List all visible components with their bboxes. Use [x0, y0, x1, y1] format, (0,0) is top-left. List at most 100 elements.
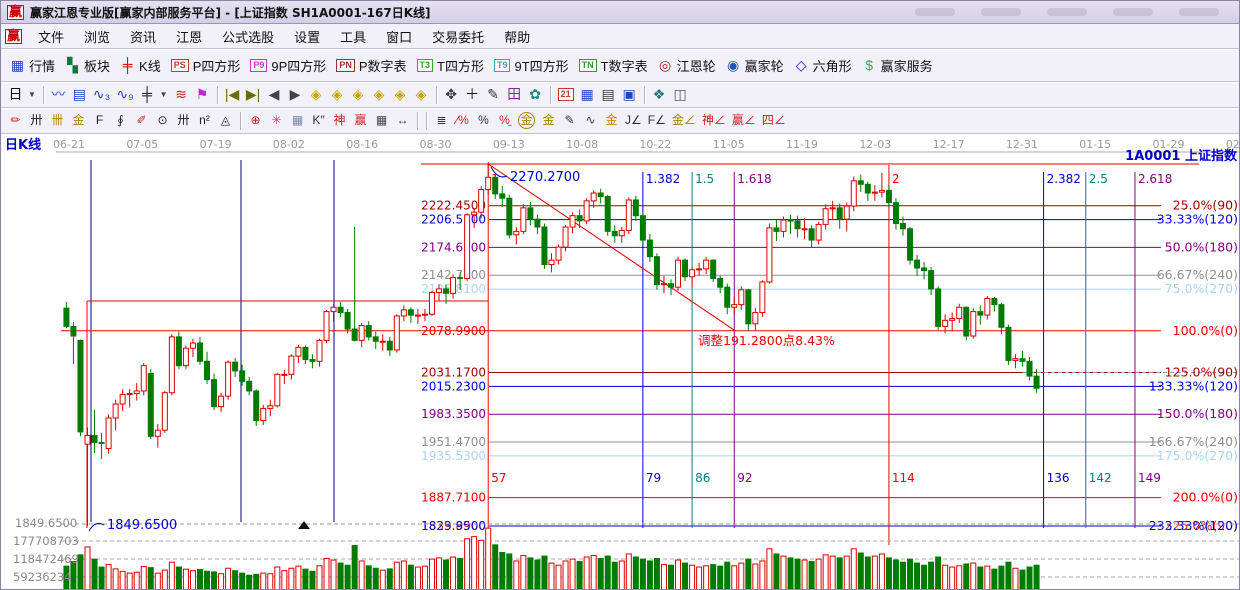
trend-lines-button[interactable]: 〰 — [48, 86, 69, 103]
t-number-table-button[interactable]: TN T数字表 — [574, 54, 653, 77]
candlestick[interactable] — [211, 379, 218, 408]
quotes-button[interactable]: ▦ 行情 — [5, 54, 60, 77]
menu-item-2[interactable]: 资讯 — [130, 30, 157, 46]
candlestick[interactable] — [140, 365, 147, 392]
candlestick[interactable] — [921, 267, 928, 272]
volume-bar[interactable] — [189, 570, 196, 590]
brush-tool-button[interactable]: ✏ — [5, 112, 26, 129]
candlestick[interactable] — [801, 228, 808, 231]
candlestick[interactable] — [358, 325, 365, 341]
target-crosshair-button[interactable]: ⊕ — [245, 112, 266, 129]
candlestick[interactable] — [738, 289, 745, 306]
volume-bar[interactable] — [787, 557, 794, 590]
volume-bar[interactable] — [147, 567, 154, 590]
volume-bar[interactable] — [1012, 567, 1019, 590]
volume-bar[interactable] — [323, 558, 330, 590]
candlestick[interactable] — [703, 259, 710, 270]
volume-bar[interactable] — [288, 567, 295, 590]
volume-bar[interactable] — [211, 571, 218, 590]
skip-last-button[interactable]: ▶| — [243, 86, 264, 103]
candlestick[interactable] — [168, 336, 175, 394]
candlestick[interactable] — [246, 380, 253, 392]
volume-bar[interactable] — [639, 558, 646, 590]
candlestick[interactable] — [1033, 375, 1040, 389]
volume-bar[interactable] — [991, 568, 998, 590]
k-wave-button[interactable]: K″ — [308, 112, 329, 129]
next-bar-button[interactable]: ▶ — [285, 86, 306, 103]
volume-bar[interactable] — [1019, 569, 1026, 590]
volume-bar[interactable] — [330, 559, 337, 590]
winner-wheel-button[interactable]: ◉ 赢家轮 — [721, 54, 789, 77]
volume-bar[interactable] — [421, 565, 428, 590]
width-arrows-button[interactable]: ↔ — [392, 112, 413, 129]
candlestick[interactable] — [379, 340, 386, 343]
gann-diamond-vertical-button[interactable]: ◈ — [369, 86, 390, 103]
volume-bar[interactable] — [928, 561, 935, 590]
candlestick[interactable] — [991, 298, 998, 306]
ladder-2-button[interactable]: 卅 — [173, 112, 194, 129]
volume-bar[interactable] — [583, 556, 590, 590]
calculator-button[interactable]: ▦ — [577, 86, 598, 103]
candlestick[interactable] — [689, 269, 696, 278]
candlestick[interactable] — [337, 306, 344, 313]
volume-bar[interactable] — [822, 554, 829, 590]
time-clock-button[interactable]: ⊙ — [152, 112, 173, 129]
chart-canvas[interactable]: 06-21 07-05 07-19 08-02 08-16 08-30 09-13 10-08… — [1, 134, 1240, 590]
candlestick[interactable] — [365, 325, 372, 338]
candlestick[interactable] — [878, 189, 885, 193]
volume-bar[interactable] — [428, 558, 435, 590]
gann-diamond-left-button[interactable]: ◈ — [306, 86, 327, 103]
candlestick[interactable] — [836, 207, 843, 220]
volume-bar[interactable] — [597, 558, 604, 590]
remote-service-button[interactable]: ❖ — [649, 86, 670, 103]
candlestick[interactable] — [625, 199, 632, 232]
menu-item-5[interactable]: 设置 — [294, 30, 321, 46]
candlestick[interactable] — [84, 434, 91, 445]
draw-line-tool-button[interactable]: ✎ — [483, 86, 504, 103]
volume-bar[interactable] — [829, 555, 836, 590]
candlestick[interactable] — [421, 313, 428, 316]
candlestick[interactable] — [899, 223, 906, 230]
candlestick[interactable] — [457, 277, 464, 280]
pattern-red-button[interactable]: ≋ — [171, 86, 192, 103]
volume-bar[interactable] — [91, 558, 98, 590]
volume-bar[interactable] — [77, 554, 84, 590]
gold-ladder-2-button[interactable]: 金 — [68, 112, 89, 129]
volume-bar[interactable] — [492, 544, 499, 590]
square-web-button[interactable]: ▦ — [287, 112, 308, 129]
volume-bar[interactable] — [175, 566, 182, 590]
volume-bar[interactable] — [548, 562, 555, 590]
volume-bar[interactable] — [857, 552, 864, 590]
candlestick[interactable] — [492, 176, 499, 195]
info-document-button[interactable]: ▤ — [69, 86, 90, 103]
j-angle-line-button[interactable]: J∠ — [622, 112, 645, 129]
candlestick[interactable] — [646, 239, 653, 258]
numbered-grid-button[interactable]: ▦ — [371, 112, 392, 129]
volume-bar[interactable] — [140, 565, 147, 590]
candlestick[interactable] — [436, 288, 442, 293]
pen-angle-button[interactable]: ✎ — [559, 112, 580, 129]
candlestick[interactable] — [506, 197, 513, 236]
volume-bar[interactable] — [801, 559, 808, 590]
candlestick[interactable] — [822, 208, 829, 225]
candle-style-button[interactable]: ╪ ▼ — [137, 86, 171, 103]
candlestick[interactable] — [569, 215, 576, 228]
volume-bar[interactable] — [815, 558, 822, 590]
f-ladder-button[interactable]: F — [89, 112, 110, 129]
candlestick[interactable] — [639, 215, 646, 241]
volume-bar[interactable] — [646, 560, 653, 590]
candlestick[interactable] — [555, 246, 562, 261]
volume-bar[interactable] — [963, 563, 970, 590]
volume-bar[interactable] — [632, 556, 639, 590]
volume-bar[interactable] — [977, 566, 984, 590]
n-square-button[interactable]: n² — [194, 112, 215, 129]
volume-bar[interactable] — [949, 566, 956, 590]
volume-bar[interactable] — [274, 566, 281, 590]
notes-button[interactable]: ▤ — [598, 86, 619, 103]
candlestick[interactable] — [232, 361, 239, 372]
volume-bar[interactable] — [464, 538, 471, 590]
candlestick[interactable] — [667, 283, 674, 288]
percent-button[interactable]: % — [473, 112, 494, 129]
volume-bar[interactable] — [281, 570, 288, 590]
angle-flag-button[interactable]: ◬ — [215, 112, 236, 129]
